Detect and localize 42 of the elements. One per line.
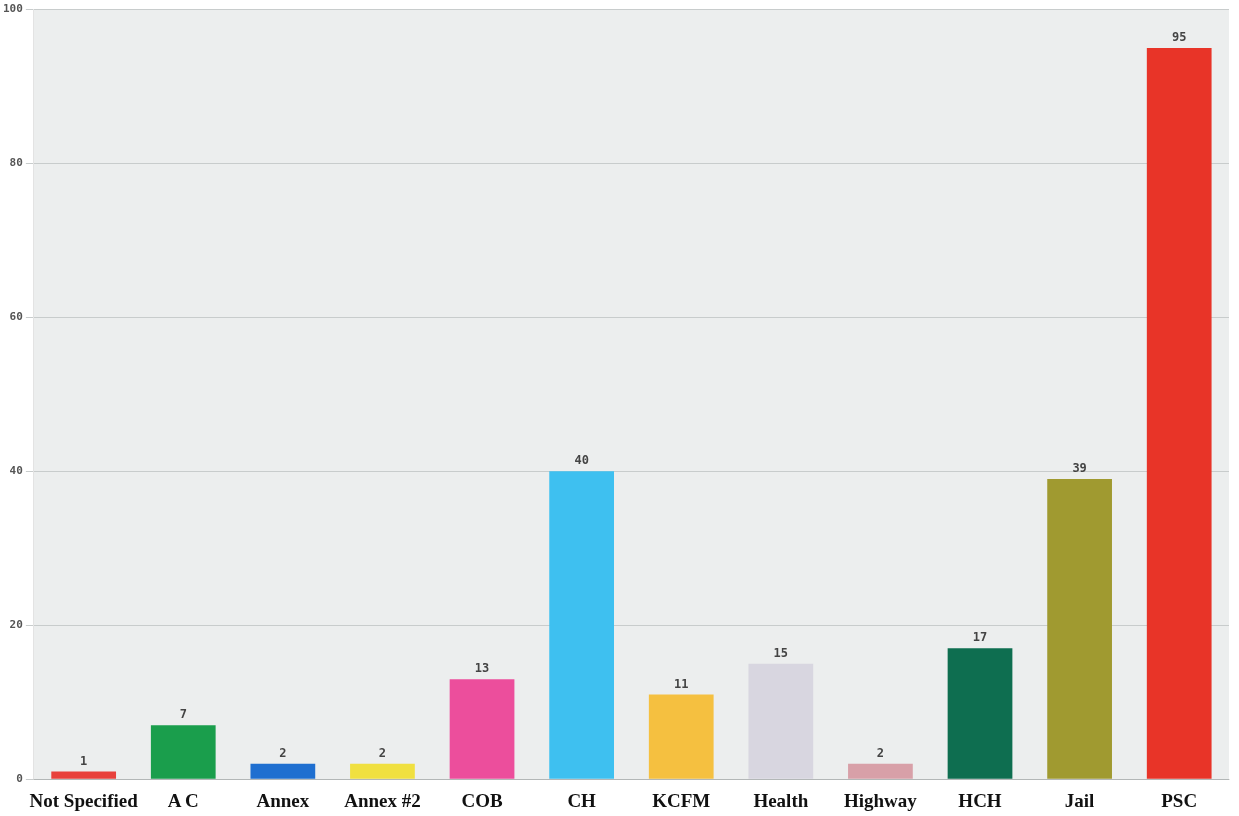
data-label: 11: [674, 676, 689, 691]
x-tick-label: COB: [461, 789, 503, 811]
bar: [549, 471, 615, 779]
bar: [947, 648, 1013, 779]
bar: [1146, 48, 1212, 779]
data-label: 39: [1072, 461, 1087, 476]
bar: [350, 763, 415, 779]
x-tick-label: HCH: [958, 789, 1002, 811]
y-tick-label: 60: [9, 310, 23, 324]
y-tick-label: 20: [9, 618, 23, 632]
x-tick-label: KCFM: [652, 789, 711, 811]
y-tick-label: 40: [9, 464, 23, 478]
data-label: 2: [378, 745, 387, 760]
data-label: 95: [1171, 30, 1187, 45]
x-tick-label: Not Specified: [29, 789, 139, 811]
x-tick-label: CH: [567, 789, 597, 811]
data-label: 2: [876, 745, 885, 760]
data-label: 15: [773, 645, 789, 660]
x-tick-label: Jail: [1064, 789, 1095, 811]
data-label: 13: [474, 661, 490, 676]
bar: [250, 763, 316, 779]
bar: [748, 663, 814, 779]
x-tick-label: PSC: [1161, 789, 1198, 811]
x-tick-label: A C: [167, 789, 199, 811]
y-tick-label: 80: [9, 156, 23, 170]
y-tick-label: 0: [16, 772, 23, 786]
data-label: 7: [179, 707, 187, 722]
bar: [848, 763, 913, 779]
bar: [449, 679, 515, 779]
y-tick-label: 100: [2, 2, 23, 16]
x-tick-label: Highway: [843, 789, 918, 811]
bar: [51, 771, 117, 779]
bar: [1047, 479, 1112, 779]
data-label: 2: [279, 745, 287, 760]
bar: [150, 725, 216, 779]
bar: [648, 694, 714, 779]
x-tick-label: Annex #2: [344, 789, 421, 811]
data-label: 40: [574, 453, 589, 468]
x-tick-label: Annex: [256, 789, 310, 811]
x-tick-label: Health: [753, 789, 809, 811]
data-label: 1: [80, 753, 88, 768]
data-label: 17: [972, 630, 988, 645]
